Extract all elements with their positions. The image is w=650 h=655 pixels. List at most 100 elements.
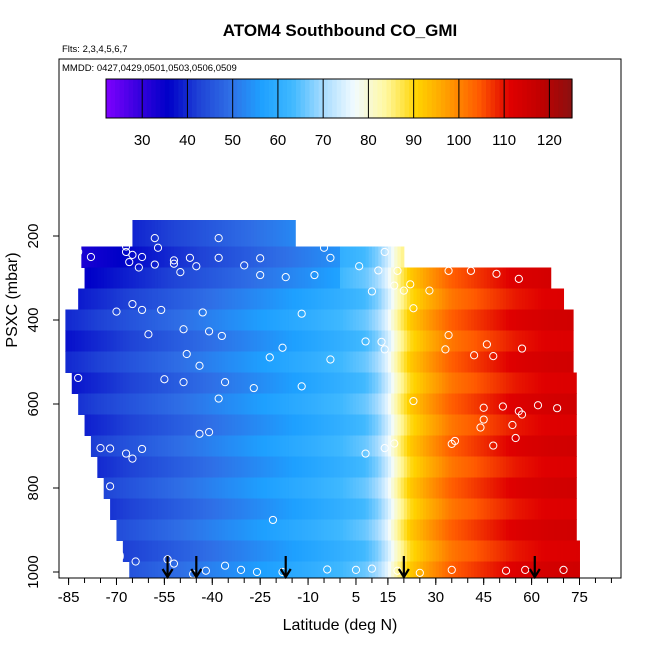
- measurement-point: [137, 305, 147, 315]
- curtain-cell: [225, 309, 229, 331]
- curtain-cell: [260, 288, 264, 310]
- curtain-cell: [253, 414, 258, 436]
- curtain-cell: [384, 561, 389, 578]
- curtain-cell: [362, 540, 367, 562]
- curtain-cell: [413, 456, 418, 478]
- curtain-cell: [547, 288, 552, 310]
- measurement-point: [217, 331, 226, 341]
- curtain-cell: [231, 477, 236, 499]
- curtain-cell: [333, 351, 338, 373]
- curtain-cell: [212, 267, 216, 289]
- colorbar-tick-labels: 30 40 50 60 70 80 90 100 110 120: [134, 132, 562, 149]
- curtain-cell: [196, 498, 200, 520]
- curtain-cell: [557, 288, 561, 310]
- curtain-cell: [119, 309, 124, 331]
- curtain-cell: [142, 246, 146, 268]
- curtain-cell: [346, 309, 351, 331]
- curtain-cell: [461, 498, 466, 520]
- curtain-cell: [566, 414, 571, 436]
- curtain-cell: [295, 519, 299, 541]
- curtain-cell: [183, 267, 188, 289]
- curtain-cell: [483, 267, 488, 289]
- colorbar-segment: [454, 79, 460, 118]
- curtain-cell: [371, 498, 376, 520]
- curtain-cell: [71, 372, 76, 394]
- curtain-cell: [547, 393, 552, 415]
- measurement-point: [179, 325, 188, 334]
- curtain-cell: [442, 393, 446, 415]
- curtain-cell: [269, 498, 274, 520]
- curtain-cell: [317, 477, 322, 499]
- curtain-cell: [330, 330, 335, 352]
- curtain-cell: [384, 330, 389, 352]
- curtain-cell: [474, 372, 478, 394]
- curtain-cell: [151, 456, 156, 478]
- curtain-cell: [110, 372, 114, 394]
- curtain-cell: [282, 288, 287, 310]
- curtain-cell: [225, 330, 229, 352]
- curtain-cell: [426, 561, 430, 578]
- curtain-cell: [330, 477, 335, 499]
- curtain-cell: [314, 477, 319, 499]
- measurement-point: [441, 345, 450, 354]
- curtain-cell: [167, 498, 172, 520]
- curtain-cell: [244, 456, 248, 478]
- colorbar-tick-label: 100: [446, 132, 471, 149]
- curtain-cell: [145, 351, 149, 373]
- curtain-cell: [295, 267, 299, 289]
- curtain-cell: [324, 309, 328, 331]
- curtain-cell: [522, 372, 526, 394]
- curtain-cell: [298, 477, 303, 499]
- curtain-cell: [480, 288, 485, 310]
- curtain-cell: [541, 288, 545, 310]
- curtain-cell: [435, 477, 440, 499]
- curtain-cell: [193, 498, 197, 520]
- curtain-cell: [349, 456, 354, 478]
- curtain-cell: [148, 246, 153, 268]
- curtain-cell: [126, 330, 130, 352]
- curtain-cell: [311, 498, 315, 520]
- curtain-cell: [193, 477, 197, 499]
- curtain-cell: [212, 309, 216, 331]
- curtain-cell: [506, 477, 510, 499]
- curtain-cell: [164, 246, 169, 268]
- curtain-cell: [352, 372, 357, 394]
- curtain-cell: [87, 267, 92, 289]
- curtain-cell: [547, 519, 552, 541]
- colorbar-segment: [354, 79, 360, 118]
- measurement-point: [198, 308, 207, 317]
- curtain-cell: [483, 477, 488, 499]
- curtain-cell: [438, 351, 443, 373]
- curtain-cell: [263, 540, 268, 562]
- curtain-cell: [138, 220, 143, 247]
- curtain-cell: [282, 477, 287, 499]
- curtain-cell: [515, 288, 520, 310]
- curtain-cell: [142, 220, 146, 247]
- curtain-cell: [288, 330, 293, 352]
- curtain-cell: [490, 372, 494, 394]
- curtain-cell: [419, 267, 424, 289]
- curtain-cell: [336, 456, 341, 478]
- curtain-cell: [221, 540, 226, 562]
- curtain-cell: [506, 498, 510, 520]
- curtain-cell: [122, 519, 127, 541]
- curtain-cell: [167, 477, 172, 499]
- curtain-cell: [336, 309, 341, 331]
- curtain-cell: [90, 330, 95, 352]
- curtain-cell: [432, 351, 437, 373]
- x-tick-label: -40: [201, 589, 223, 606]
- curtain-cell: [215, 267, 220, 289]
- x-axis: -85 -70 -55 -40 -25 -10 5 15 30 45 60 75: [58, 578, 612, 606]
- curtain-cell: [135, 561, 140, 578]
- curtain-cell: [381, 414, 386, 436]
- colorbar-segment: [495, 79, 501, 118]
- curtain-cell: [237, 498, 242, 520]
- curtain-cell: [394, 456, 398, 478]
- curtain-cell: [196, 288, 200, 310]
- curtain-cell: [512, 519, 517, 541]
- curtain-cell: [193, 220, 197, 247]
- curtain-cell: [387, 414, 392, 436]
- curtain-cell: [148, 351, 153, 373]
- curtain-cell: [173, 477, 178, 499]
- curtain-cell: [157, 477, 162, 499]
